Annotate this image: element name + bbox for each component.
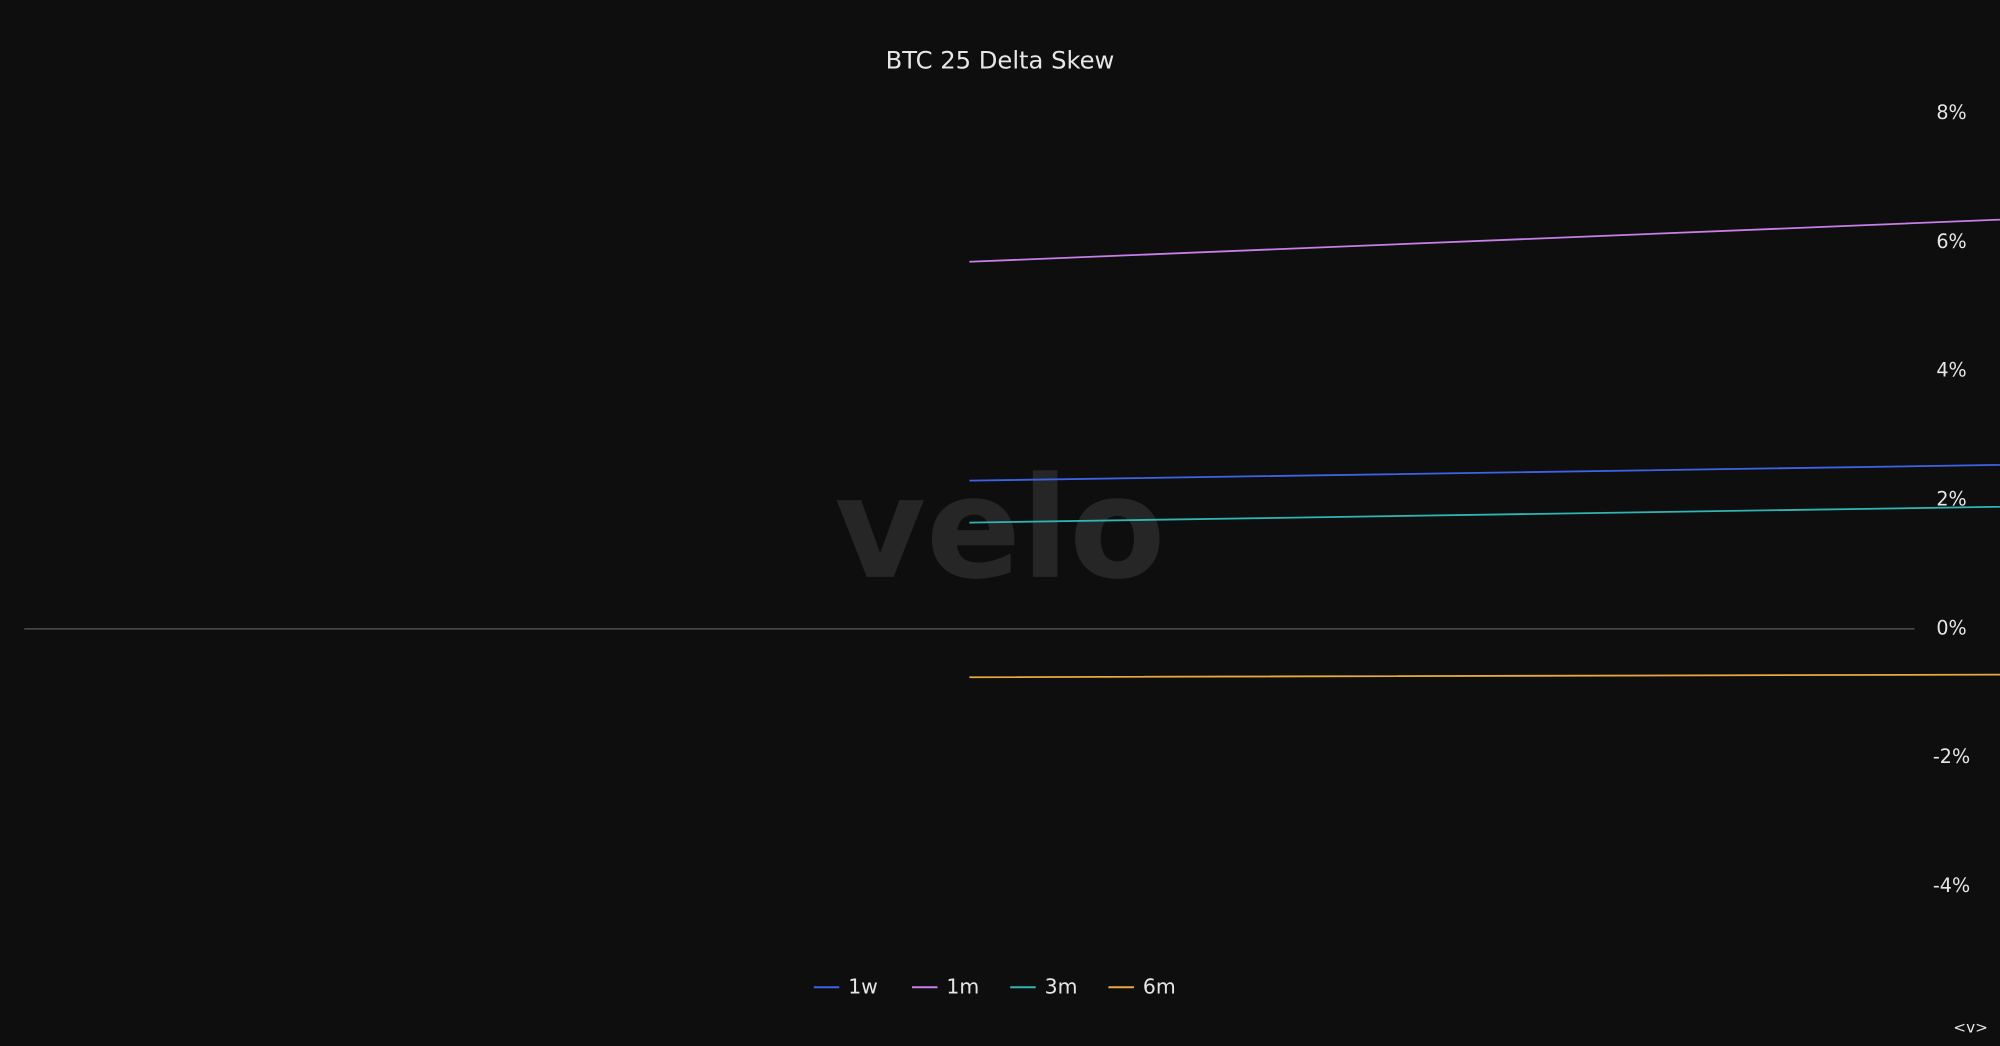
legend-label: 6m: [1143, 974, 1176, 998]
y-tick-label: 6%: [1936, 230, 1966, 253]
y-tick-label: -2%: [1933, 745, 1970, 768]
legend-label: 1w: [848, 974, 878, 998]
y-tick-label: -4%: [1933, 874, 1970, 897]
corner-label: <v>: [1953, 1019, 1988, 1037]
y-tick-label: 0%: [1936, 616, 1966, 639]
chart-title: BTC 25 Delta Skew: [886, 46, 1115, 74]
y-tick-label: 2%: [1936, 488, 1966, 511]
legend-label: 1m: [946, 974, 979, 998]
y-tick-label: 8%: [1936, 101, 1966, 124]
y-tick-label: 4%: [1936, 359, 1966, 382]
legend-label: 3m: [1045, 974, 1078, 998]
watermark: velo: [834, 448, 1165, 611]
